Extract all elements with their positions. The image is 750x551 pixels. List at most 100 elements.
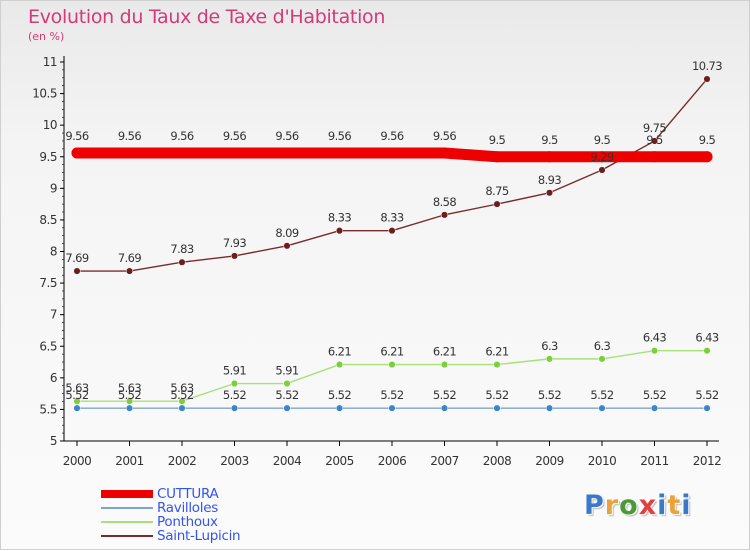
data-point — [388, 227, 396, 235]
data-label: 5.52 — [485, 388, 508, 402]
data-point — [493, 404, 501, 412]
y-tick-label: 6 — [50, 371, 57, 385]
logo-letter: P — [584, 490, 605, 521]
data-point — [440, 361, 449, 369]
x-tick-label: 2010 — [588, 454, 617, 468]
x-tick-label: 2011 — [640, 454, 669, 468]
data-point — [701, 151, 713, 163]
data-label: 5.52 — [65, 388, 88, 402]
data-label: 5.52 — [643, 388, 666, 402]
data-label: 6.21 — [485, 345, 508, 359]
data-point — [388, 404, 396, 412]
data-label: 7.83 — [170, 242, 193, 256]
data-point — [283, 379, 291, 388]
data-point — [178, 397, 186, 405]
data-label: 9.5 — [646, 133, 663, 147]
data-point — [650, 347, 659, 355]
y-tick-label: 10 — [43, 118, 57, 132]
data-point — [125, 404, 134, 412]
y-tick-label: 7 — [50, 308, 57, 322]
y-tick-label: 6.5 — [39, 339, 57, 353]
data-point — [230, 252, 239, 260]
data-point — [334, 147, 345, 159]
legend-swatch — [101, 521, 153, 523]
data-point — [703, 347, 711, 355]
data-label: 5.52 — [328, 388, 351, 402]
x-tick-label: 2001 — [115, 454, 144, 468]
data-point — [178, 258, 186, 266]
data-label: 8.33 — [380, 211, 403, 225]
data-point — [598, 166, 606, 174]
data-point — [73, 404, 81, 412]
data-point — [283, 404, 291, 412]
data-label: 6.3 — [541, 339, 558, 353]
legend-label: CUTTURA — [157, 486, 219, 502]
data-label: 9.75 — [643, 121, 666, 135]
data-label: 5.52 — [223, 388, 246, 402]
x-tick-label: 2006 — [378, 454, 407, 468]
data-label: 9.29 — [590, 150, 613, 164]
legend-swatch — [101, 507, 153, 509]
data-label: 5.91 — [223, 364, 246, 378]
logo-letter: t — [667, 490, 682, 521]
data-point — [335, 404, 344, 412]
data-label: 6.21 — [433, 345, 456, 359]
data-label: 5.91 — [275, 364, 298, 378]
x-tick-label: 2000 — [63, 454, 92, 468]
data-point — [230, 404, 239, 412]
legend-label: Ravilloles — [157, 500, 218, 516]
chart-series — [71, 75, 713, 412]
legend-swatch — [101, 490, 153, 498]
y-tick-label: 8 — [50, 245, 57, 259]
data-label: 9.56 — [433, 129, 456, 143]
y-tick-label: 10.5 — [32, 87, 57, 101]
data-point — [545, 355, 554, 363]
x-tick-label: 2008 — [483, 454, 512, 468]
legend-swatch — [101, 535, 153, 537]
data-point — [124, 147, 135, 159]
data-label: 5.63 — [65, 381, 88, 395]
data-point — [125, 267, 134, 275]
data-point — [596, 151, 608, 163]
data-point — [493, 200, 501, 208]
data-label: 5.52 — [433, 388, 456, 402]
chart-title: Evolution du Taux de Taxe d'Habitation — [28, 6, 386, 28]
data-point — [230, 379, 239, 388]
data-label: 9.56 — [275, 129, 298, 143]
data-point — [73, 267, 81, 275]
x-tick-label: 2009 — [535, 454, 564, 468]
data-label: 5.52 — [695, 388, 718, 402]
logo-letter: i — [681, 490, 692, 521]
x-tick-label: 2002 — [168, 454, 197, 468]
x-tick-label: 2012 — [693, 454, 722, 468]
data-label: 6.21 — [328, 345, 351, 359]
x-tick-label: 2007 — [430, 454, 459, 468]
data-label: 9.56 — [118, 129, 141, 143]
data-label: 5.52 — [538, 388, 561, 402]
chart-data-labels: 9.56 9.56 9.56 9.56 9.56 9.56 9.56 9.56 9.5 9.5 9.… — [65, 59, 722, 402]
data-label: 5.63 — [118, 381, 141, 395]
data-point — [491, 151, 503, 163]
x-tick-label: 2004 — [273, 454, 302, 468]
data-label: 7.93 — [223, 236, 246, 250]
data-label: 5.52 — [590, 388, 613, 402]
y-tick-label: 11 — [43, 55, 57, 69]
data-point — [650, 404, 659, 412]
data-label: 5.52 — [118, 388, 141, 402]
data-label: 6.43 — [643, 331, 666, 345]
data-label: 9.5 — [541, 133, 558, 147]
y-tick-label: 7.5 — [39, 276, 57, 290]
logo-letter: x — [638, 490, 658, 521]
data-label: 6.21 — [380, 345, 403, 359]
data-point — [73, 397, 81, 405]
data-point — [493, 361, 501, 369]
chart-subtitle: (en %) — [28, 30, 65, 43]
data-label: 9.5 — [594, 133, 611, 147]
legend-label: Ponthoux — [157, 514, 218, 530]
data-point — [439, 147, 450, 159]
data-label: 10.73 — [692, 59, 722, 73]
data-label: 7.69 — [65, 251, 88, 265]
data-label: 9.5 — [489, 133, 506, 147]
